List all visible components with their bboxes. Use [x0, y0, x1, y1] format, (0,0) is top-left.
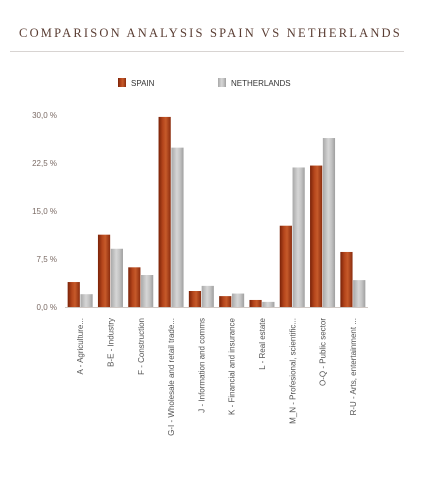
bar-spain: [249, 299, 262, 307]
bar-spain: [340, 251, 353, 307]
x-tick-label: K - Financial and insurance: [228, 317, 237, 414]
bar-spain: [97, 234, 111, 307]
bar-spain: [310, 165, 323, 307]
x-tick-label: A - Agriculture...: [76, 318, 85, 374]
bar-spain: [279, 225, 292, 307]
bar-netherlands: [322, 138, 336, 307]
bar-spain: [67, 282, 80, 307]
bars-group: [67, 116, 366, 307]
bar-netherlands: [80, 294, 93, 307]
bar-netherlands: [201, 285, 214, 307]
chart-legend: SPAIN NETHERLANDS: [118, 78, 291, 88]
y-tick-label: 0,0 %: [37, 303, 57, 312]
bar-spain: [188, 291, 202, 307]
x-tick-label: B-E - Industry: [106, 318, 115, 367]
x-tick-label: M_N - Profesional, scientific...: [288, 318, 297, 424]
y-tick-label: 7,5 %: [37, 255, 57, 264]
x-tick-label: L - Real estate: [258, 317, 267, 369]
legend-label-0: SPAIN: [131, 79, 155, 88]
y-tick-label: 15,0 %: [32, 207, 57, 216]
x-tick-label: R-U - Arts, entertainment ...: [349, 318, 358, 415]
legend-swatch-1: [218, 78, 226, 87]
bar-netherlands: [171, 147, 184, 307]
chart-title: COMPARISON ANALYSIS SPAIN VS NETHERLANDS: [19, 26, 402, 40]
bar-netherlands: [231, 293, 245, 307]
legend-label-1: NETHERLANDS: [231, 79, 291, 88]
x-tick-label: F - Construction: [137, 318, 146, 375]
bar-netherlands: [292, 167, 305, 307]
y-axis: 0,0 % 7,5 % 15,0 % 22,5 % 30,0 %: [32, 111, 57, 312]
x-tick-label: O-Q - Public sector: [319, 318, 328, 386]
bar-netherlands: [262, 301, 275, 307]
y-tick-label: 30,0 %: [32, 111, 57, 120]
bar-netherlands: [141, 275, 154, 307]
title-divider: [10, 51, 404, 52]
legend-swatch-0: [118, 78, 126, 87]
x-axis: A - Agriculture... B-E - Industry F - Cons…: [65, 307, 368, 436]
y-tick-label: 22,5 %: [32, 159, 57, 168]
x-tick-label: G-I - Wholesale and retail trade...: [167, 318, 176, 436]
bar-spain: [158, 116, 171, 307]
bar-spain: [128, 267, 141, 307]
x-tick-label: J - Information and comms: [197, 318, 206, 413]
bar-netherlands: [353, 280, 366, 307]
bar-netherlands: [110, 248, 123, 307]
bar-spain: [219, 296, 232, 307]
